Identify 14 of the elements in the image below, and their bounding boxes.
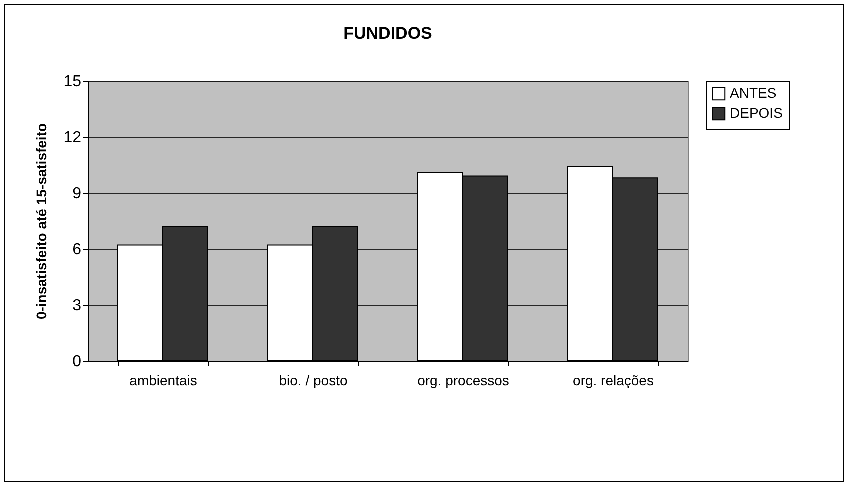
y-tick-label: 6 xyxy=(72,242,82,258)
x-tick-label: org. processos xyxy=(418,372,510,388)
y-tick-label: 12 xyxy=(64,130,82,146)
x-tick-label: bio. / posto xyxy=(279,372,348,388)
y-tick-label: 3 xyxy=(72,298,82,314)
legend-label: ANTES xyxy=(730,85,777,101)
y-tick-label: 15 xyxy=(64,74,82,90)
x-tick-label: org. relações xyxy=(573,372,654,388)
legend-label: DEPOIS xyxy=(730,105,783,121)
x-tick-label: ambientais xyxy=(130,372,198,388)
y-axis-title: 0-insatisfeito até 15-satisfeito xyxy=(34,123,50,320)
y-tick-label: 0 xyxy=(72,354,82,370)
y-tick-label: 9 xyxy=(72,186,82,202)
chart-title: FUNDIDOS xyxy=(344,24,432,43)
